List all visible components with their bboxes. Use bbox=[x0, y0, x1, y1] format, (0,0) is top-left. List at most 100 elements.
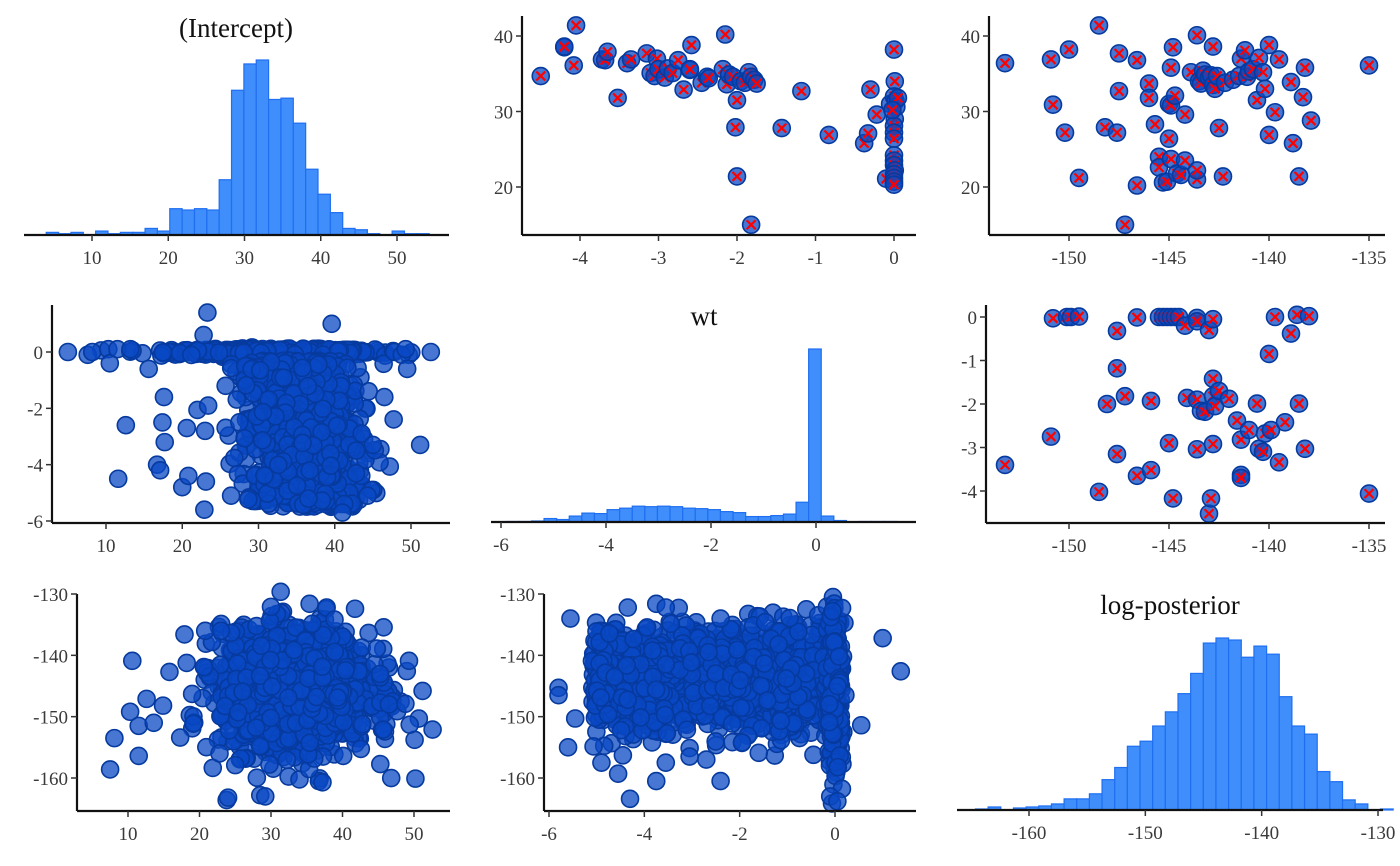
draw-point bbox=[637, 618, 657, 637]
draw-point bbox=[313, 772, 332, 792]
x-tick-label: -4 bbox=[598, 535, 614, 556]
x-tick-label: 30 bbox=[249, 536, 268, 557]
draw-point bbox=[287, 476, 307, 495]
divergence-cross-marker bbox=[1093, 20, 1105, 31]
draw-point bbox=[246, 718, 266, 737]
draw-point bbox=[182, 684, 202, 704]
draw-point bbox=[731, 698, 751, 718]
draw-point bbox=[405, 730, 424, 750]
draw-point bbox=[179, 466, 198, 486]
draw-point bbox=[239, 490, 258, 509]
y-tick-label: 40 bbox=[961, 27, 980, 48]
histogram-bar bbox=[581, 512, 596, 523]
draw-point bbox=[371, 754, 390, 774]
draw-point bbox=[706, 732, 725, 751]
divergence-cross-marker bbox=[776, 122, 788, 134]
y-tick-label: 0 bbox=[34, 343, 44, 364]
histogram-bar bbox=[644, 506, 659, 523]
draw-point bbox=[144, 713, 164, 733]
x-tick-label: -2 bbox=[703, 535, 719, 556]
divergence-cross-marker bbox=[731, 94, 743, 106]
divergence-cross-marker bbox=[1073, 172, 1085, 184]
draw-point bbox=[379, 695, 399, 714]
divergence-cross-marker bbox=[1263, 129, 1275, 141]
x-tick-label: -145 bbox=[1152, 536, 1187, 557]
draw-point bbox=[253, 431, 272, 450]
histogram-bar bbox=[682, 507, 696, 523]
draw-point bbox=[279, 688, 298, 707]
draw-point bbox=[618, 598, 638, 617]
histogram-bar bbox=[218, 179, 233, 236]
draw-point bbox=[195, 421, 215, 441]
draw-point bbox=[122, 651, 142, 671]
draw-point bbox=[100, 760, 120, 779]
histogram-bar bbox=[593, 512, 608, 523]
histogram-bar bbox=[292, 122, 307, 236]
histogram-bar bbox=[329, 212, 344, 236]
divergence-cross-marker bbox=[678, 84, 689, 95]
y-tick-label: -2 bbox=[27, 399, 43, 420]
x-tick-label: -4 bbox=[572, 248, 588, 269]
draw-point bbox=[261, 597, 281, 617]
draw-point bbox=[209, 343, 229, 362]
draw-point bbox=[227, 390, 247, 409]
draw-point bbox=[352, 714, 372, 734]
divergence-cross-marker bbox=[570, 20, 582, 31]
x-tick-label: 20 bbox=[173, 536, 192, 557]
histogram-bar bbox=[255, 59, 270, 236]
divergence-cross-marker bbox=[684, 63, 696, 75]
draw-point bbox=[346, 464, 366, 483]
draw-point bbox=[421, 342, 441, 362]
x-tick-label: -6 bbox=[493, 535, 509, 556]
draw-point bbox=[406, 769, 425, 788]
draw-point bbox=[261, 708, 280, 728]
draw-point bbox=[322, 314, 342, 334]
divergence-cross-marker bbox=[731, 171, 743, 182]
draw-point bbox=[333, 503, 352, 522]
panel-logpost-vs-wt: -4-3-2-10-150 -145 -140 -135 bbox=[961, 305, 1386, 557]
divergence-cross-marker bbox=[1131, 180, 1143, 191]
draw-point bbox=[225, 448, 244, 468]
x-tick-label: 50 bbox=[388, 248, 407, 269]
divergence-cross-marker bbox=[1169, 90, 1181, 101]
x-tick-label: 10 bbox=[97, 536, 116, 557]
draw-point bbox=[137, 689, 156, 709]
histogram-bar bbox=[230, 89, 245, 236]
divergence-cross-marker bbox=[1191, 165, 1203, 176]
x-tick-label: 0 bbox=[889, 248, 899, 269]
divergence-cross-marker bbox=[1059, 127, 1071, 138]
draw-point bbox=[780, 608, 800, 628]
divergence-cross-marker bbox=[1269, 106, 1281, 118]
divergence-cross-marker bbox=[672, 54, 684, 66]
panel-wt-vs-logpost: -160-150-140-130-6 -4 -2 0 bbox=[500, 585, 916, 845]
draw-point bbox=[211, 621, 231, 641]
x-tick-label: -150 bbox=[1052, 536, 1087, 557]
histogram-bar bbox=[694, 508, 709, 523]
y-tick-label: 20 bbox=[961, 178, 980, 199]
divergence-cross-marker bbox=[1207, 41, 1219, 52]
histogram-bar bbox=[619, 507, 633, 523]
draw-point bbox=[182, 345, 201, 365]
draw-point bbox=[300, 594, 319, 614]
draw-point bbox=[410, 435, 430, 455]
draw-point bbox=[367, 639, 387, 658]
draw-point bbox=[375, 387, 394, 407]
y-tick-label: -3 bbox=[961, 439, 977, 460]
divergence-cross-marker bbox=[751, 78, 762, 89]
draw-point bbox=[250, 360, 270, 380]
x-tick-label: -150 bbox=[1052, 248, 1087, 269]
divergence-cross-marker bbox=[999, 57, 1011, 69]
divergence-cross-marker bbox=[823, 129, 835, 141]
divergence-cross-marker bbox=[730, 122, 741, 133]
x-tick-label: 40 bbox=[311, 248, 330, 269]
draw-point bbox=[423, 720, 442, 739]
x-tick-label: -140 bbox=[1252, 536, 1287, 557]
draw-point bbox=[396, 339, 415, 359]
y-tick-label: -130 bbox=[33, 585, 68, 606]
divergence-cross-marker bbox=[1259, 83, 1271, 95]
draw-point bbox=[82, 342, 102, 362]
y-tick-label: 0 bbox=[968, 308, 978, 329]
